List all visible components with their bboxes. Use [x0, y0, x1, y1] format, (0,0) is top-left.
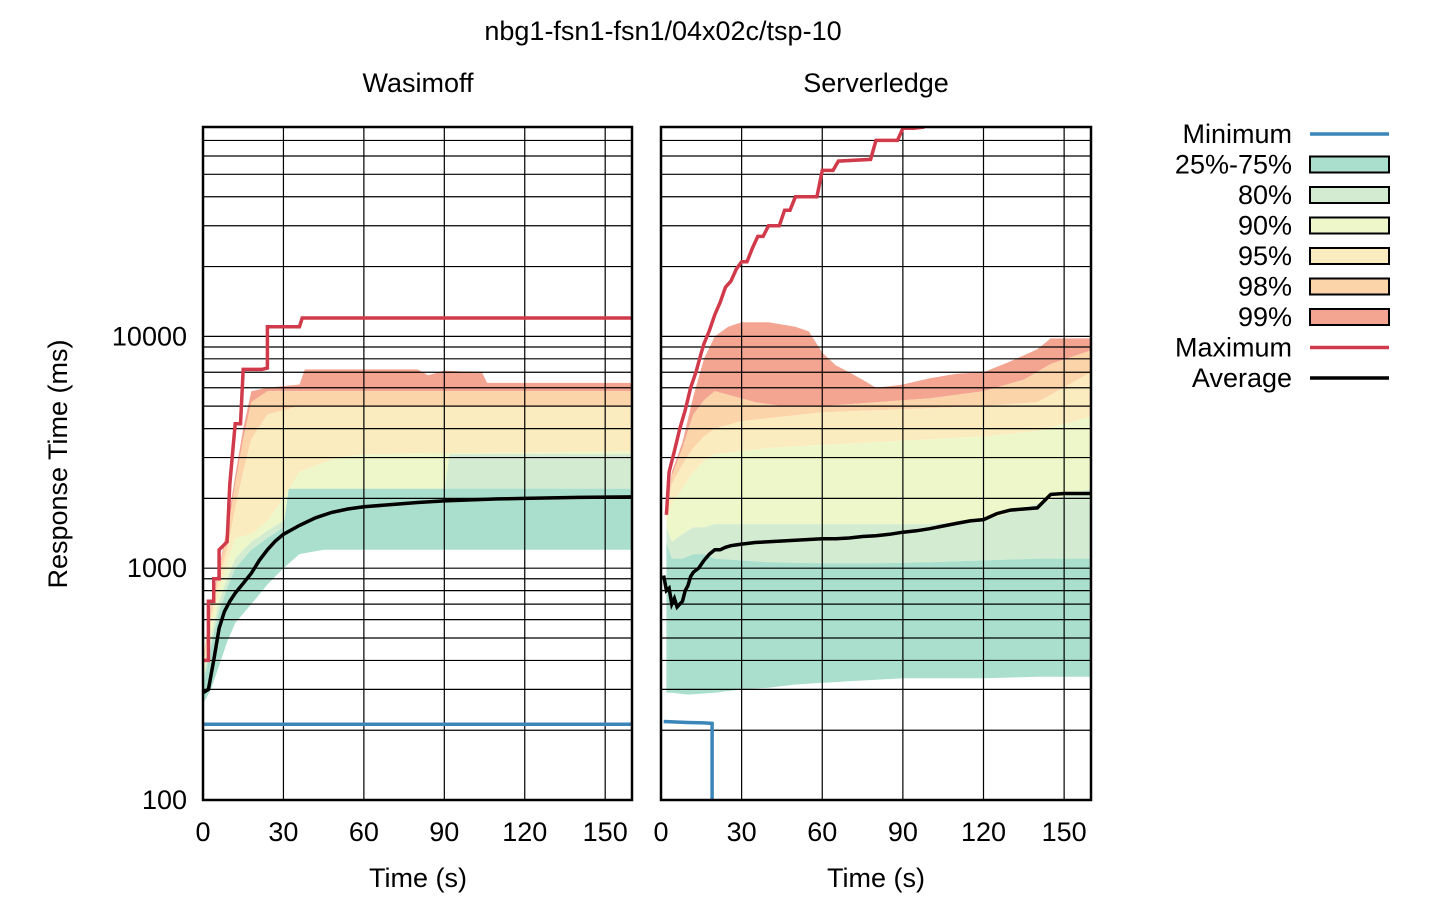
band-80pct [666, 488, 1091, 564]
legend: Minimum25%-75%80%90%95%98%99%MaximumAver… [1175, 119, 1390, 393]
x-tick-label: 120 [502, 817, 547, 847]
x-tick-label: 60 [807, 817, 837, 847]
x-tick-label: 150 [583, 817, 628, 847]
x-tick-label: 150 [1042, 817, 1087, 847]
legend-swatch-box [1309, 155, 1390, 174]
legend-label: 99% [1238, 302, 1292, 332]
legend-label: 80% [1238, 180, 1292, 210]
x-tick-label: 90 [888, 817, 918, 847]
grid [203, 127, 632, 800]
band-95pct [203, 406, 632, 674]
legend-item-95pct: 95% [1238, 241, 1390, 271]
y-tick-label: 1000 [127, 553, 187, 583]
x-tick-label: 0 [195, 817, 210, 847]
legend-item-average: Average [1192, 363, 1389, 393]
plot-frame [201, 125, 634, 802]
x-tick-label: 30 [727, 817, 757, 847]
legend-item-99pct: 99% [1238, 302, 1390, 332]
legend-item-minimum: Minimum [1182, 119, 1389, 149]
band-80pct [203, 454, 632, 687]
series-average [661, 491, 1091, 611]
legend-label: Average [1192, 363, 1292, 393]
band-90pct [666, 416, 1091, 542]
band-25pct-75pct [666, 541, 1091, 695]
series-maximum [203, 316, 632, 663]
x-tick-label: 120 [961, 817, 1006, 847]
y-axis-label: Response Time (ms) [43, 339, 73, 588]
series-minimum [663, 719, 714, 800]
chart-panel-wasimoff: 0 30 60 90 120 150 100 1000 10000 [112, 125, 634, 847]
series-average [203, 495, 632, 695]
legend-swatch-box [1309, 186, 1390, 204]
legend-item-98pct: 98% [1238, 272, 1390, 302]
panel-title-wasimoff: Wasimoff [362, 68, 474, 98]
legend-label: Minimum [1182, 119, 1292, 149]
legend-item-80pct: 80% [1238, 180, 1390, 210]
percentile-bands [203, 369, 632, 704]
legend-item-maximum: Maximum [1175, 333, 1389, 363]
x-tick-label: 30 [268, 817, 298, 847]
x-tick-label: 90 [429, 817, 459, 847]
x-axis-label-serverledge: Time (s) [827, 863, 925, 893]
legend-label: 25%-75% [1175, 150, 1292, 180]
x-axis-label-wasimoff: Time (s) [369, 863, 467, 893]
figure-title: nbg1-fsn1-fsn1/04x02c/tsp-10 [484, 16, 841, 46]
series-lines [203, 316, 632, 727]
legend-swatch-box [1309, 247, 1390, 265]
panel-title-serverledge: Serverledge [803, 68, 949, 98]
y-tick-label: 100 [142, 785, 187, 815]
x-tick-label: 60 [349, 817, 379, 847]
legend-label: 95% [1238, 241, 1292, 271]
legend-swatch-box [1309, 277, 1390, 296]
grid [661, 127, 1091, 800]
series-maximum [664, 127, 925, 515]
band-95pct [666, 372, 1091, 521]
plot-frame [659, 125, 1093, 802]
x-tick-label: 0 [653, 817, 668, 847]
y-tick-label: 10000 [112, 321, 187, 351]
legend-swatch-box [1309, 308, 1390, 326]
legend-label: 90% [1238, 211, 1292, 241]
legend-item-90pct: 90% [1238, 211, 1390, 241]
band-98pct [666, 350, 1091, 518]
legend-item-25pct-75pct: 25%-75% [1175, 150, 1390, 180]
legend-label: Maximum [1175, 333, 1292, 363]
band-99pct [666, 322, 1091, 515]
legend-swatch-box [1309, 216, 1390, 235]
chart-panel-serverledge: 0 30 60 90 120 150 [653, 125, 1093, 847]
series-lines [661, 127, 1091, 800]
legend-label: 98% [1238, 272, 1292, 302]
percentile-bands [666, 322, 1091, 695]
